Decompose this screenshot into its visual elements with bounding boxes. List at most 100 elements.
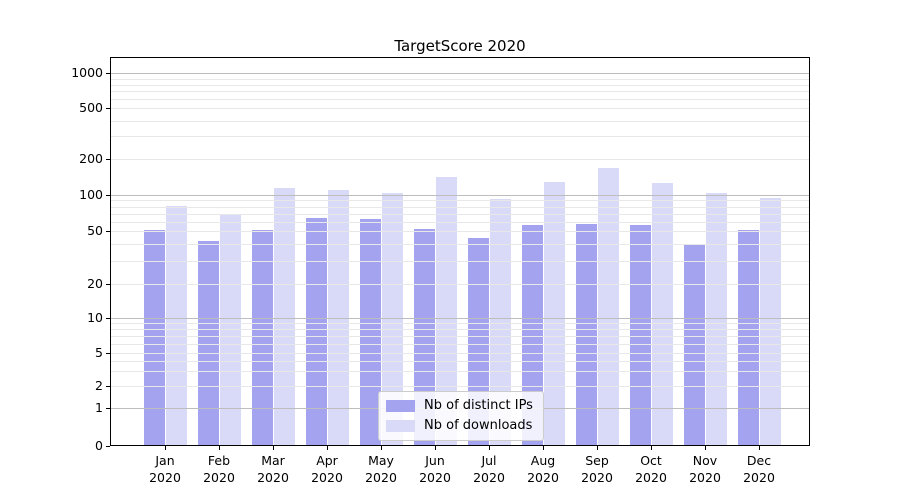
bar-downloads-jan — [165, 205, 187, 446]
x-tick-mark — [651, 446, 652, 450]
gridline-minor — [110, 371, 810, 373]
gridline-minor — [110, 84, 810, 86]
gridline-minor — [110, 343, 810, 345]
x-tick-mark — [165, 446, 166, 450]
gridline-minor — [110, 221, 810, 223]
bar-distinct-ips-mar — [251, 229, 273, 446]
legend-item-downloads: Nb of downloads — [386, 419, 533, 433]
chart-title: TargetScore 2020 — [394, 37, 526, 55]
gridline-major — [110, 195, 810, 196]
bar-distinct-ips-feb — [197, 241, 219, 446]
x-tick-mark — [597, 446, 598, 450]
y-tick-label-10: 10 — [87, 310, 103, 325]
gridline-minor — [110, 213, 810, 215]
x-tick-label-jun: Jun 2020 — [419, 453, 451, 485]
legend-label-distinct-ips: Nb of distinct IPs — [424, 398, 533, 413]
y-tick-label-2: 2 — [95, 377, 103, 393]
y-tick-label-0: 0 — [95, 437, 103, 453]
gridline-minor — [110, 200, 810, 202]
gridline-minor — [110, 243, 810, 245]
x-tick-mark — [327, 446, 328, 450]
bar-distinct-ips-dec — [737, 229, 759, 446]
bar-distinct-ips-aug — [521, 225, 543, 446]
y-tick-mark — [106, 408, 110, 409]
y-tick-mark — [106, 353, 110, 354]
y-tick-label-1: 1 — [95, 400, 103, 415]
bar-downloads-nov — [705, 193, 727, 446]
x-tick-mark — [759, 446, 760, 450]
gridline-minor — [110, 260, 810, 262]
gridline-minor — [110, 284, 810, 285]
y-tick-mark — [106, 284, 110, 285]
bar-downloads-mar — [273, 188, 295, 446]
y-tick-mark — [106, 231, 110, 232]
bar-distinct-ips-oct — [629, 225, 651, 446]
x-tick-label-mar: Mar 2020 — [257, 453, 289, 485]
gridline-minor — [110, 231, 810, 232]
y-tick-mark — [106, 195, 110, 196]
x-tick-mark — [705, 446, 706, 450]
y-tick-label-1000: 1000 — [71, 65, 103, 81]
y-tick-mark — [106, 385, 110, 387]
x-tick-mark — [543, 446, 544, 450]
gridline-minor — [110, 99, 810, 101]
x-tick-label-jan: Jan 2020 — [149, 453, 181, 485]
y-tick-mark — [106, 318, 110, 319]
gridline-minor — [110, 158, 810, 160]
x-tick-label-oct: Oct 2020 — [635, 453, 667, 485]
bar-downloads-apr — [327, 189, 349, 446]
gridline-minor — [110, 78, 810, 80]
y-tick-label-20: 20 — [87, 276, 103, 291]
x-tick-mark — [219, 446, 220, 450]
y-tick-label-5: 5 — [95, 345, 103, 360]
legend-label-downloads: Nb of downloads — [424, 418, 533, 433]
legend-item-distinct-ips: Nb of distinct IPs — [386, 399, 533, 413]
y-tick-label-200: 200 — [79, 150, 103, 166]
x-tick-mark — [381, 446, 382, 450]
bar-distinct-ips-may — [359, 218, 381, 446]
y-tick-mark — [106, 158, 110, 160]
gridline-minor — [110, 136, 810, 138]
legend-swatch-downloads — [386, 420, 415, 432]
gridline-minor — [110, 323, 810, 325]
bar-downloads-jun — [435, 176, 457, 446]
legend: Nb of distinct IPs Nb of downloads — [378, 391, 544, 441]
y-tick-label-50: 50 — [87, 223, 103, 238]
y-tick-mark — [106, 73, 110, 75]
y-tick-label-500: 500 — [79, 100, 103, 116]
x-tick-mark — [435, 446, 436, 450]
bar-downloads-dec — [759, 198, 781, 446]
gridline-minor — [110, 336, 810, 337]
x-tick-label-feb: Feb 2020 — [203, 453, 235, 485]
bar-distinct-ips-apr — [305, 218, 327, 446]
bar-downloads-aug — [543, 182, 565, 446]
y-tick-label-100: 100 — [79, 187, 103, 202]
y-tick-mark — [106, 108, 110, 110]
x-tick-label-apr: Apr 2020 — [311, 453, 343, 485]
x-tick-label-nov: Nov 2020 — [689, 453, 721, 485]
y-tick-mark — [106, 445, 110, 447]
x-tick-mark — [273, 446, 274, 450]
gridline-minor — [110, 360, 810, 362]
gridline-minor — [110, 120, 810, 122]
bar-downloads-oct — [651, 182, 673, 446]
gridline-minor — [110, 206, 810, 208]
bar-distinct-ips-sep — [575, 224, 597, 446]
gridline-minor — [110, 329, 810, 331]
legend-swatch-distinct-ips — [386, 400, 415, 412]
gridline-minor — [110, 91, 810, 93]
x-tick-label-jul: Jul 2020 — [473, 453, 505, 485]
x-tick-mark — [489, 446, 490, 450]
gridline-minor — [110, 353, 810, 354]
x-tick-label-sep: Sep 2020 — [581, 453, 613, 485]
x-tick-label-aug: Aug 2020 — [527, 453, 559, 485]
bar-distinct-ips-jan — [143, 229, 165, 446]
gridline-major — [110, 73, 810, 75]
gridline-minor — [110, 385, 810, 387]
x-tick-label-may: May 2020 — [365, 453, 397, 485]
bar-distinct-ips-nov — [683, 245, 705, 446]
x-tick-label-dec: Dec 2020 — [743, 453, 775, 485]
gridline-minor — [110, 108, 810, 110]
bar-downloads-may — [381, 192, 403, 446]
